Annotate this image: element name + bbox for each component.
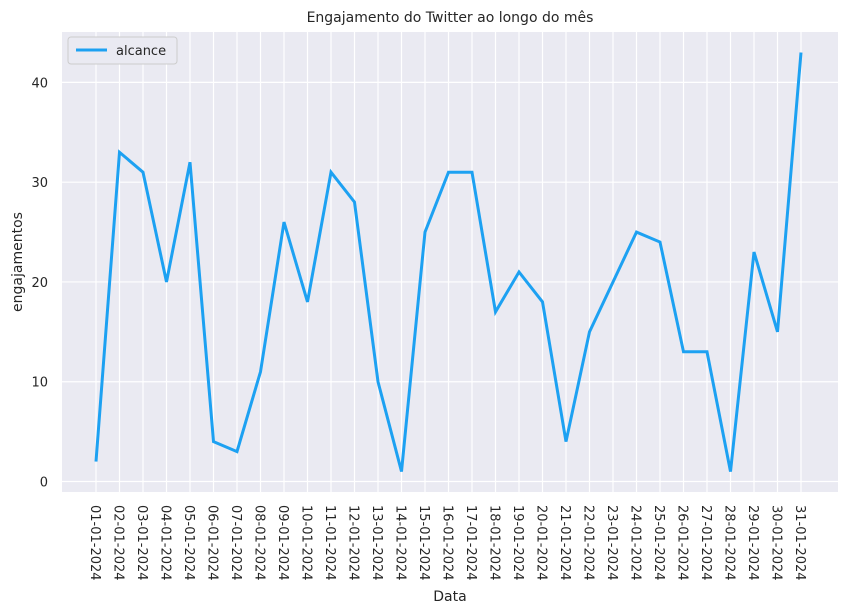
x-tick-label: 26-01-2024	[675, 505, 690, 581]
legend: alcance	[67, 36, 178, 65]
x-tick-label: 05-01-2024	[181, 505, 196, 581]
x-tick-label: 23-01-2024	[604, 505, 619, 581]
x-tick-label: 22-01-2024	[581, 505, 596, 581]
x-tick-label: 04-01-2024	[158, 505, 173, 581]
series-layer	[94, 52, 803, 472]
x-tick-label: 25-01-2024	[651, 505, 666, 581]
x-tick-label: 21-01-2024	[557, 505, 572, 581]
x-tick-label: 11-01-2024	[322, 505, 337, 581]
legend-box	[67, 36, 178, 65]
x-tick-labels: 01-01-2024 02-01-2024 03-01-2024 04-01-2024…	[87, 505, 807, 581]
x-tick-label: 27-01-2024	[698, 505, 713, 581]
x-axis-label: Data	[433, 589, 466, 605]
x-tick-label: 20-01-2024	[534, 505, 549, 581]
grid	[62, 32, 838, 492]
y-tick-label: 10	[31, 376, 48, 391]
y-tick-label: 0	[40, 476, 48, 491]
x-tick-label: 19-01-2024	[510, 505, 525, 581]
x-tick-label: 10-01-2024	[299, 505, 314, 581]
x-tick-label: 15-01-2024	[416, 505, 431, 581]
plot-background	[62, 32, 838, 492]
y-tick-label: 20	[31, 276, 48, 291]
x-tick-label: 09-01-2024	[275, 505, 290, 581]
x-tick-label: 30-01-2024	[769, 505, 784, 581]
x-tick-label: 12-01-2024	[346, 505, 361, 581]
x-tick-label: 24-01-2024	[628, 505, 643, 581]
y-axis-label: engajamentos	[10, 212, 26, 312]
x-tick-label: 03-01-2024	[134, 505, 149, 581]
x-tick-label: 28-01-2024	[722, 505, 737, 581]
x-tick-label: 02-01-2024	[111, 505, 126, 581]
x-tick-label: 18-01-2024	[487, 505, 502, 581]
chart-title: Engajamento do Twitter ao longo do mês	[307, 10, 594, 26]
legend-label-alcance: alcance	[116, 44, 166, 59]
y-tick-labels: 0 10 20 30 40	[31, 76, 48, 490]
x-tick-label: 16-01-2024	[440, 505, 455, 581]
x-tick-label: 08-01-2024	[252, 505, 267, 581]
x-tick-label: 13-01-2024	[369, 505, 384, 581]
x-tick-label: 14-01-2024	[393, 505, 408, 581]
x-tick-label: 29-01-2024	[745, 505, 760, 581]
x-tick-label: 06-01-2024	[205, 505, 220, 581]
x-tick-label: 31-01-2024	[792, 505, 807, 581]
x-tick-label: 01-01-2024	[87, 505, 102, 581]
y-tick-label: 30	[31, 176, 48, 191]
x-tick-label: 17-01-2024	[463, 505, 478, 581]
y-tick-label: 40	[31, 76, 48, 91]
x-tick-label: 07-01-2024	[228, 505, 243, 581]
